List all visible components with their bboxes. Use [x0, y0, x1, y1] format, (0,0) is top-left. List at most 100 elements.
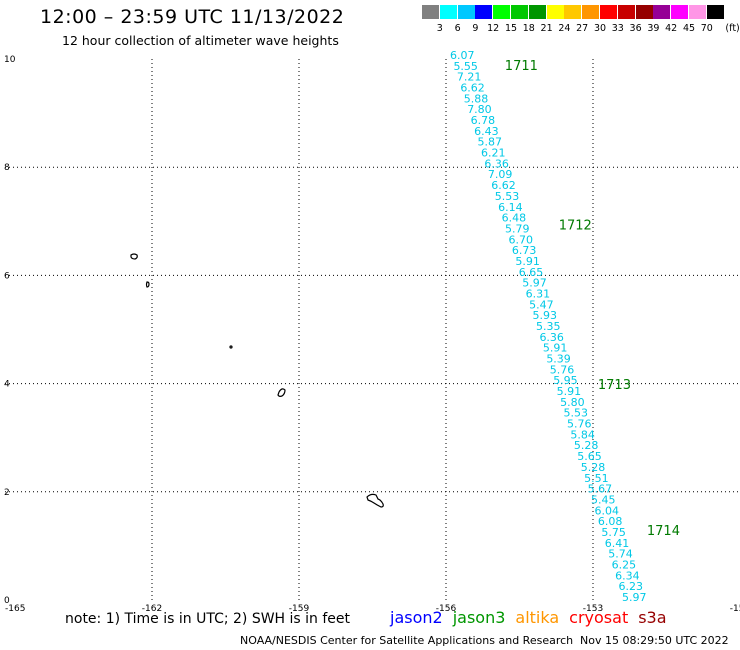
wave-height-label: 5.97	[622, 591, 647, 604]
wave-height-label: 5.53	[495, 190, 519, 203]
legend-swatch	[600, 5, 617, 19]
wave-height-label: 5.28	[581, 461, 606, 474]
wave-height-label: 6.21	[481, 147, 506, 160]
wave-height-label: 6.78	[471, 114, 496, 127]
legend-swatch	[653, 5, 671, 19]
wave-height-label: 5.76	[550, 363, 575, 376]
footer-credit: NOAA/NESDIS Center for Satellite Applica…	[240, 634, 574, 647]
satellite-legend: jason2 jason3 altika cryosat s3a	[390, 608, 677, 627]
wave-height-label: 5.75	[601, 526, 626, 539]
wave-height-label: 5.91	[543, 342, 568, 355]
track-label: 1712	[559, 218, 592, 233]
legend-unit: (ft)	[725, 23, 740, 34]
wave-height-label: 5.39	[546, 353, 571, 366]
island-1	[130, 253, 138, 260]
page-title: 12:00 – 23:59 UTC 11/13/2022	[40, 6, 345, 28]
legend-swatch	[422, 5, 439, 19]
track-label: 1714	[647, 524, 680, 539]
island-4	[277, 388, 286, 397]
wave-height-label: 5.84	[570, 428, 595, 441]
legend-swatch	[617, 5, 635, 19]
legend-label: 27	[576, 23, 589, 34]
map-grid	[5, 59, 740, 600]
y-tick-label: 8	[4, 163, 10, 173]
wave-height-label: 5.91	[515, 255, 540, 268]
legend-swatch	[689, 5, 706, 19]
y-tick-label: 6	[4, 271, 10, 281]
satellite-altika: altika	[515, 608, 560, 627]
wave-height-label: 7.80	[467, 103, 492, 116]
satellite-jason3: jason3	[452, 608, 506, 627]
legend-swatch	[671, 5, 689, 19]
track-label: 1711	[505, 59, 538, 74]
island-2	[145, 281, 150, 288]
legend-label: 6	[454, 23, 461, 34]
footer-note: note: 1) Time is in UTC; 2) SWH is in fe…	[65, 611, 351, 627]
island-5	[366, 493, 384, 508]
wave-height-label: 5.87	[478, 136, 503, 149]
wave-height-label: 6.62	[491, 179, 516, 192]
wave-height-label: 7.09	[488, 168, 512, 181]
legend-swatch	[564, 5, 582, 19]
x-tick-label: -165	[5, 604, 25, 614]
wave-height-label: 5.88	[464, 92, 489, 105]
legend-label: 42	[665, 23, 678, 34]
wave-height-label: 5.51	[584, 472, 609, 485]
wave-height-label: 5.80	[560, 396, 585, 409]
legend-swatch	[582, 5, 600, 19]
wave-height-label: 6.34	[615, 569, 640, 582]
axis-ticks: -165 -162 -159 -156 -153 -150 0 2 4 6 8 10	[4, 55, 740, 614]
legend-label: 39	[647, 23, 660, 34]
satellite-cryosat: cryosat	[569, 608, 629, 627]
legend-swatch	[511, 5, 528, 19]
y-tick-label: 10	[4, 55, 16, 65]
wave-height-label: 5.74	[608, 548, 633, 561]
legend-label: 70	[700, 23, 713, 34]
legend-label: 18	[522, 23, 535, 34]
legend-swatch	[635, 5, 653, 19]
wave-height-labels: 6.075.557.216.625.887.806.786.435.876.21…	[450, 49, 647, 604]
legend-swatch	[475, 5, 493, 19]
wave-height-label: 6.62	[460, 82, 485, 95]
wave-height-label: 6.41	[605, 537, 630, 550]
island-3	[229, 345, 233, 349]
legend-label: 9	[472, 23, 479, 34]
x-tick-label: -153	[583, 604, 603, 614]
wave-height-label: 5.67	[588, 483, 613, 496]
track-labels: 1711 1712 1713 1714	[505, 59, 680, 539]
wave-height-label: 5.76	[567, 418, 592, 431]
wave-height-label: 6.23	[619, 580, 644, 593]
legend-label: 45	[682, 23, 696, 34]
wave-height-label: 6.14	[498, 201, 523, 214]
y-tick-label: 2	[4, 488, 10, 498]
wave-height-label: 5.91	[557, 385, 582, 398]
x-tick-label: -156	[436, 604, 457, 614]
wave-height-label: 6.73	[512, 244, 537, 257]
legend-swatch	[493, 5, 511, 19]
y-tick-label: 0	[4, 596, 10, 606]
wave-height-label: 5.55	[453, 60, 478, 73]
wave-height-label: 7.21	[457, 71, 482, 84]
wave-height-label: 5.47	[529, 298, 554, 311]
wave-height-label: 5.45	[591, 493, 616, 506]
wave-height-label: 6.31	[526, 287, 551, 300]
wave-height-label: 6.25	[612, 558, 637, 571]
wave-height-label: 6.43	[474, 125, 499, 138]
legend-label: 33	[611, 23, 624, 34]
y-tick-label: 4	[4, 380, 10, 390]
wave-height-label: 5.65	[577, 450, 602, 463]
legend-label: 36	[629, 23, 642, 34]
wave-height-label: 6.07	[450, 49, 475, 62]
x-tick-label: -159	[289, 604, 310, 614]
legend-swatch	[457, 5, 475, 19]
wave-height-label: 6.48	[502, 212, 526, 225]
wave-height-label: 6.04	[594, 504, 619, 517]
legend-swatch	[528, 5, 546, 19]
wave-height-label: 5.35	[536, 320, 561, 333]
legend-label: 30	[593, 23, 607, 34]
satellite-s3a: s3a	[638, 608, 667, 627]
wave-height-label: 5.79	[505, 222, 530, 235]
wave-height-label: 5.93	[533, 309, 558, 322]
legend-label: 21	[540, 23, 553, 34]
